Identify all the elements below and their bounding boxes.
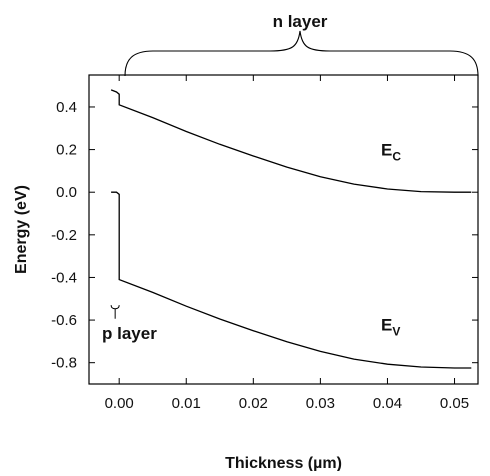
x-tick-label: 0.02 xyxy=(239,395,268,412)
x-tick-label: 0.04 xyxy=(373,395,402,412)
y-tick-label: 0.4 xyxy=(56,99,77,116)
y-tick-label: -0.6 xyxy=(51,312,77,329)
y-tick-label: 0.2 xyxy=(56,142,77,159)
x-axis-title: Thickness (µm) xyxy=(225,455,342,471)
y-tick-label: -0.2 xyxy=(51,227,77,244)
y-tick-label: -0.4 xyxy=(51,269,77,286)
y-tick-label: -0.8 xyxy=(51,355,77,372)
x-tick-label: 0.01 xyxy=(172,395,201,412)
series-line-ev xyxy=(111,191,472,369)
plot-frame xyxy=(88,74,479,385)
ev-label: EV xyxy=(381,315,400,338)
p-layer-label: p layer xyxy=(102,324,157,343)
n-layer-label: n layer xyxy=(273,12,328,31)
n-layer-brace xyxy=(124,30,479,77)
y-axis-title: Energy (eV) xyxy=(13,185,30,274)
x-tick-label: 0.03 xyxy=(306,395,335,412)
y-tick-label: 0.0 xyxy=(56,184,77,201)
series-line-ec xyxy=(110,89,472,193)
x-tick-label: 0.00 xyxy=(105,395,134,412)
p-layer-bracket xyxy=(110,305,120,310)
ec-label: EC xyxy=(381,141,401,164)
x-tick-label: 0.05 xyxy=(440,395,469,412)
